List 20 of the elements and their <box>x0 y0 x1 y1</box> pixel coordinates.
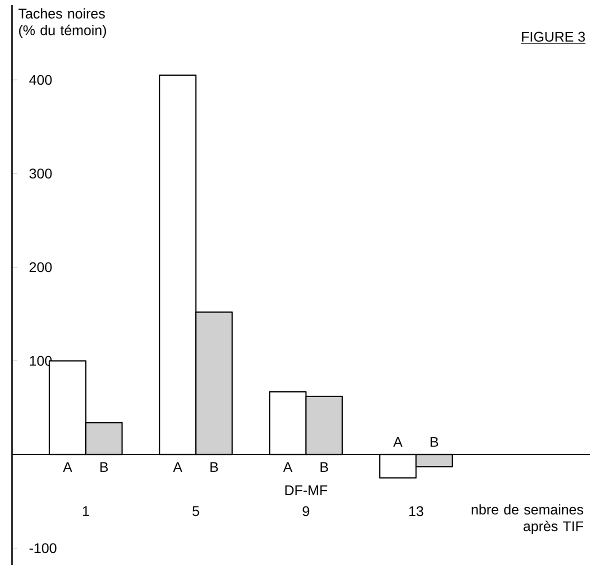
y-tick-label: 300 <box>29 168 52 179</box>
annotation: DF-MF <box>285 485 328 496</box>
x-tick-label: 9 <box>302 506 310 516</box>
text: FIGURE 3 <box>522 32 585 42</box>
text: A <box>62 462 72 472</box>
text: A <box>283 462 292 472</box>
y-tick-label: 200 <box>30 262 52 272</box>
y-axis-title: Taches noires (% du témoin) <box>18 8 106 38</box>
series-label: B <box>430 437 438 447</box>
x-axis-title: nbre de semaines après TIF <box>472 504 584 534</box>
x-tick-label: 1 <box>82 506 89 516</box>
x-tick-label: 13 <box>409 506 424 516</box>
text: B <box>100 462 108 472</box>
y-tick-label: 400 <box>29 74 52 85</box>
text: B <box>320 462 328 472</box>
text: B <box>210 462 218 472</box>
y-tick-label: -100 <box>30 543 56 554</box>
x-tick-label: 5 <box>192 506 200 516</box>
series-label: A <box>393 437 403 447</box>
text: A <box>173 462 182 472</box>
